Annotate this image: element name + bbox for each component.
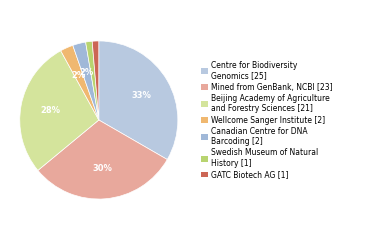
- Wedge shape: [92, 41, 99, 120]
- Text: 33%: 33%: [131, 91, 151, 100]
- Wedge shape: [20, 51, 99, 170]
- Text: 2%: 2%: [72, 71, 86, 80]
- Text: 30%: 30%: [93, 164, 113, 173]
- Wedge shape: [38, 120, 167, 199]
- Text: 28%: 28%: [41, 106, 61, 115]
- Wedge shape: [86, 41, 99, 120]
- Wedge shape: [99, 41, 178, 160]
- Wedge shape: [61, 45, 99, 120]
- Legend: Centre for Biodiversity
Genomics [25], Mined from GenBank, NCBI [23], Beijing Ac: Centre for Biodiversity Genomics [25], M…: [201, 61, 332, 179]
- Wedge shape: [73, 42, 99, 120]
- Text: 2%: 2%: [79, 68, 94, 77]
